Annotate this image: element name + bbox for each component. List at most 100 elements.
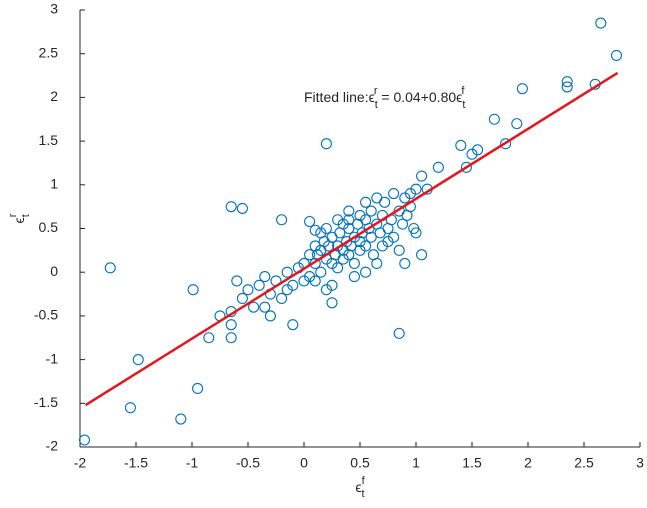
point bbox=[354, 236, 366, 248]
point bbox=[343, 249, 355, 261]
point bbox=[259, 301, 271, 313]
point bbox=[326, 231, 338, 243]
y-tick-label: 1 bbox=[50, 176, 58, 192]
point bbox=[595, 17, 607, 29]
point bbox=[410, 183, 422, 195]
point bbox=[511, 118, 523, 130]
annotation-part: t bbox=[375, 99, 378, 111]
x-tick-label: 1.5 bbox=[462, 455, 482, 471]
y-tick-label: 2.5 bbox=[39, 44, 59, 60]
point bbox=[242, 284, 254, 296]
x-tick-label: -1 bbox=[186, 455, 199, 471]
point bbox=[371, 257, 383, 270]
point bbox=[225, 201, 237, 213]
x-tick-label: 2.5 bbox=[574, 455, 594, 471]
point bbox=[309, 275, 321, 287]
point bbox=[326, 297, 338, 309]
point bbox=[309, 224, 321, 236]
x-tick-label: 2 bbox=[524, 455, 532, 471]
x-tick-label: 3 bbox=[636, 455, 644, 471]
x-tick-label: -0.5 bbox=[236, 455, 260, 471]
point bbox=[248, 301, 260, 313]
y-tick-label: 2 bbox=[50, 88, 58, 104]
point bbox=[326, 279, 338, 291]
x-axis-label-base: ϵ bbox=[355, 479, 361, 495]
point bbox=[281, 284, 293, 296]
point bbox=[354, 209, 366, 221]
point bbox=[500, 138, 512, 150]
point bbox=[320, 284, 332, 296]
annotation-part: = 0.04+0.80ϵ bbox=[378, 89, 463, 105]
point bbox=[78, 434, 91, 446]
point bbox=[404, 187, 416, 200]
point bbox=[304, 249, 316, 261]
point bbox=[466, 148, 478, 160]
point bbox=[460, 161, 472, 173]
point bbox=[332, 262, 344, 274]
point bbox=[187, 284, 199, 296]
point bbox=[320, 138, 332, 150]
point bbox=[276, 292, 288, 304]
point bbox=[432, 161, 444, 173]
point bbox=[309, 240, 321, 252]
point bbox=[236, 202, 248, 214]
point bbox=[343, 214, 355, 226]
x-tick-label: 0.5 bbox=[350, 455, 370, 471]
point bbox=[354, 244, 366, 256]
point bbox=[365, 231, 377, 243]
point bbox=[393, 327, 405, 339]
point bbox=[337, 218, 349, 230]
point bbox=[388, 187, 400, 200]
point bbox=[231, 275, 243, 287]
point bbox=[253, 279, 265, 291]
point bbox=[488, 113, 500, 125]
annotation-part: Fitted line:ϵ bbox=[304, 89, 375, 105]
point bbox=[516, 83, 528, 95]
point bbox=[225, 332, 237, 344]
point bbox=[281, 266, 293, 278]
point bbox=[416, 170, 428, 182]
y-tick-label: -1 bbox=[46, 350, 59, 366]
point bbox=[388, 231, 400, 243]
point bbox=[561, 81, 573, 93]
x-tick-label: -2 bbox=[74, 455, 87, 471]
point bbox=[343, 205, 355, 217]
point bbox=[472, 144, 484, 156]
y-axis-label-base: ϵ bbox=[11, 217, 27, 223]
y-tick-label: -1.5 bbox=[34, 394, 58, 410]
annotation-part: r bbox=[374, 85, 378, 97]
point bbox=[104, 262, 116, 274]
point bbox=[287, 279, 299, 291]
point bbox=[175, 413, 187, 425]
y-tick-label: 1.5 bbox=[39, 132, 59, 148]
point bbox=[360, 266, 372, 278]
point bbox=[192, 382, 204, 394]
point bbox=[382, 236, 394, 248]
point bbox=[304, 215, 316, 228]
point bbox=[348, 257, 360, 270]
point bbox=[264, 310, 276, 322]
point bbox=[408, 222, 420, 235]
y-tick-label: 0 bbox=[50, 263, 58, 279]
annotation-part: f bbox=[461, 85, 465, 97]
point bbox=[337, 253, 349, 265]
point bbox=[132, 354, 144, 366]
y-tick-label: -0.5 bbox=[34, 307, 58, 323]
point bbox=[397, 218, 409, 230]
point bbox=[315, 266, 327, 278]
point bbox=[236, 292, 248, 304]
point bbox=[416, 249, 428, 261]
y-tick-label: 3 bbox=[50, 1, 58, 17]
x-tick-label: 0 bbox=[300, 455, 308, 471]
y-tick-label: 0.5 bbox=[39, 219, 59, 235]
point bbox=[287, 319, 299, 331]
point bbox=[371, 192, 383, 204]
point bbox=[304, 271, 316, 283]
y-axis-label: ϵtr bbox=[7, 213, 32, 223]
point bbox=[332, 214, 344, 226]
point bbox=[360, 240, 372, 252]
point bbox=[203, 332, 215, 344]
point bbox=[365, 205, 377, 217]
annotation-part: t bbox=[462, 99, 465, 111]
x-axis-label-sup: f bbox=[362, 475, 366, 487]
